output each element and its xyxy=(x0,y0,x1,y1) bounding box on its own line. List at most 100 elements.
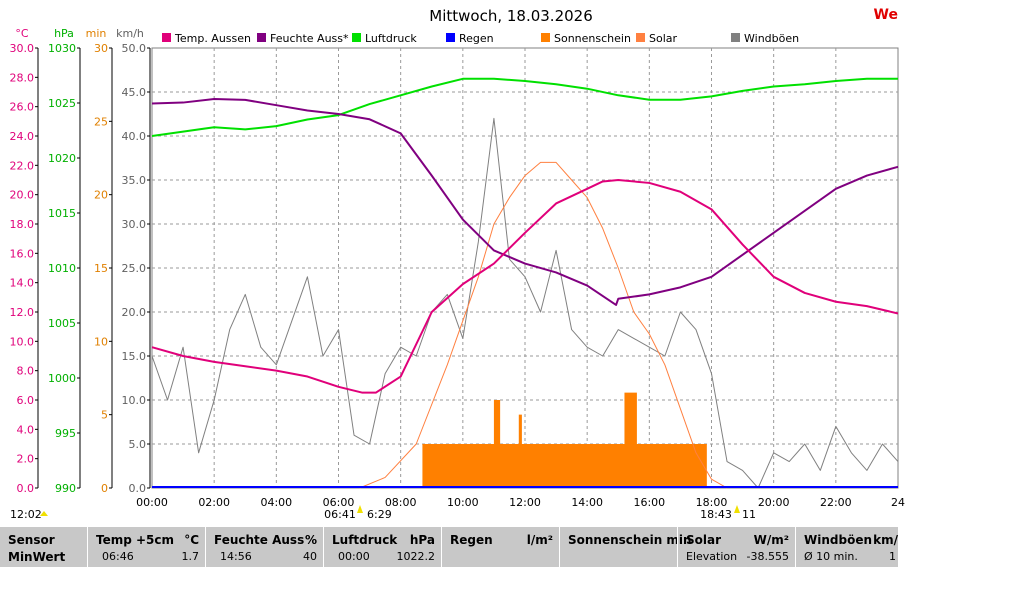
solar-unit: W/m² xyxy=(753,533,789,547)
grid xyxy=(151,47,899,489)
axis-tick-label: 14.0 xyxy=(10,277,35,290)
legend-label: Windböen xyxy=(744,32,799,45)
axis-tick-label: 1025 xyxy=(48,97,76,110)
axis-tick-label: 15.0 xyxy=(122,350,147,363)
axis-tick-label: 0 xyxy=(101,482,108,495)
humidity-column: Feuchte Auss % 14:56 40 xyxy=(205,527,323,567)
axis-tick-label: 8.0 xyxy=(17,365,35,378)
axis-tick-label: 20.0 xyxy=(10,189,35,202)
axis-tick-label: 26.0 xyxy=(10,101,35,114)
gusts-column: Windböen km/ Ø 10 min. 1 xyxy=(795,527,898,567)
x-tick-label: 20:00 xyxy=(758,496,790,509)
sensor-header: Sensor xyxy=(8,533,55,547)
chart-title: Mittwoch, 18.03.2026 xyxy=(429,7,593,25)
legend-swatch xyxy=(731,33,740,42)
temp-column: Temp +5cm °C 06:46 1.7 xyxy=(87,527,205,567)
series-sonnenschein xyxy=(422,392,707,488)
pressure-unit: hPa xyxy=(409,533,435,547)
x-axis: 00:00 02:00 04:00 06:00 08:00 10:00 12:00 14:00… xyxy=(136,496,905,509)
axis-tick-label: 0.0 xyxy=(129,482,147,495)
axis-tick-label: 10 xyxy=(94,335,108,348)
x-tick-label: 14:00 xyxy=(571,496,603,509)
current-time-marker xyxy=(40,511,48,516)
axis-tick-label: 20 xyxy=(94,189,108,202)
legend-label: Regen xyxy=(459,32,494,45)
humidity-time: 14:56 xyxy=(220,550,252,563)
rain-unit: l/m² xyxy=(526,533,553,547)
legend-label: Sonnenschein xyxy=(554,32,631,45)
pressure-value: 1022.2 xyxy=(396,550,436,563)
legend-label: Luftdruck xyxy=(365,32,417,45)
humidity-unit: % xyxy=(304,533,317,547)
y-axes: °C 0.0 2.0 4.0 6.0 8.0 10.0 12.0 14.0 16.0 18.0 20.… xyxy=(10,27,151,495)
gusts-value: 1 xyxy=(889,550,896,563)
x-tick-label: 00:00 xyxy=(136,496,168,509)
axis-tick-label: 20.0 xyxy=(122,306,147,319)
axis-tick-label: 30 xyxy=(94,42,108,55)
solar-sub-label: Elevation xyxy=(686,550,738,563)
sensor-row-label: MinWert xyxy=(8,550,66,564)
axis-tick-label: 5 xyxy=(101,409,108,422)
sensor-column: Sensor MinWert xyxy=(0,527,87,567)
gusts-header: Windböen xyxy=(804,533,872,547)
axis-tick-label: 25 xyxy=(94,115,108,128)
solar-column: Solar W/m² Elevation -38.555 xyxy=(677,527,795,567)
axis-unit-3: km/h xyxy=(116,27,144,40)
axis-tick-label: 24.0 xyxy=(10,130,35,143)
axis-tick-label: 0.0 xyxy=(17,482,35,495)
rain-header: Regen xyxy=(450,533,493,547)
legend-label: Solar xyxy=(649,32,678,45)
axis-tick-label: 5.0 xyxy=(129,438,147,451)
x-tick-label: 02:00 xyxy=(198,496,230,509)
solar-header: Solar xyxy=(686,533,722,547)
axis-tick-label: 1000 xyxy=(48,372,76,385)
x-tick-label: 18:00 xyxy=(696,496,728,509)
legend-swatch xyxy=(352,33,361,42)
current-time: 12:02 xyxy=(10,508,42,521)
axis-tick-label: 45.0 xyxy=(122,86,147,99)
pressure-header: Luftdruck xyxy=(332,533,398,547)
x-tick-label: 10:00 xyxy=(447,496,479,509)
legend-swatch xyxy=(636,33,645,42)
axis-tick-label: 1020 xyxy=(48,152,76,165)
temp-unit: °C xyxy=(184,533,199,547)
min-values-table: Sensor MinWert Temp +5cm °C 06:46 1.7 Fe… xyxy=(0,527,898,567)
axis-tick-label: 35.0 xyxy=(122,174,147,187)
series-luftdruck xyxy=(151,77,898,137)
series-windböen xyxy=(151,117,899,489)
temp-header: Temp +5cm xyxy=(96,533,175,547)
gusts-unit: km/ xyxy=(873,533,898,547)
temp-value: 1.7 xyxy=(181,550,200,563)
axis-unit-0: °C xyxy=(15,27,29,40)
pressure-time: 00:00 xyxy=(338,550,370,563)
axis-tick-label: 995 xyxy=(55,427,76,440)
weather-chart: Mittwoch, 18.03.2026 We Temp. Aussen Feuc… xyxy=(10,7,906,521)
axis-tick-label: 6.0 xyxy=(17,394,35,407)
axis-tick-label: 30.0 xyxy=(122,218,147,231)
axis-tick-label: 18.0 xyxy=(10,218,35,231)
sunshine-column: Sonnenschein min xyxy=(559,527,692,567)
axis-tick-label: 16.0 xyxy=(10,247,35,260)
temp-time: 06:46 xyxy=(102,550,134,563)
x-tick-label: 16:00 xyxy=(633,496,665,509)
axis-tick-label: 30.0 xyxy=(10,42,35,55)
series-solar xyxy=(359,161,728,489)
axis-tick-label: 4.0 xyxy=(17,423,35,436)
humidity-value: 40 xyxy=(303,550,317,563)
humidity-header: Feuchte Auss xyxy=(214,533,305,547)
axis-tick-label: 25.0 xyxy=(122,262,147,275)
legend-swatch xyxy=(162,33,171,42)
sunset-time: 18:43 xyxy=(700,508,732,521)
legend-swatch xyxy=(257,33,266,42)
x-tick-label: 22:00 xyxy=(820,496,852,509)
axis-tick-label: 15 xyxy=(94,262,108,275)
gusts-sub-label: Ø 10 min. xyxy=(804,550,858,563)
solar-value: -38.555 xyxy=(746,550,789,563)
sunrise-value: 6:29 xyxy=(367,508,392,521)
axis-tick-label: 40.0 xyxy=(122,130,147,143)
axis-tick-label: 2.0 xyxy=(17,453,35,466)
legend-label: Temp. Aussen xyxy=(174,32,251,45)
x-tick-label: 12:00 xyxy=(509,496,541,509)
axis-tick-label: 28.0 xyxy=(10,71,35,84)
axis-unit-1: hPa xyxy=(54,27,74,40)
